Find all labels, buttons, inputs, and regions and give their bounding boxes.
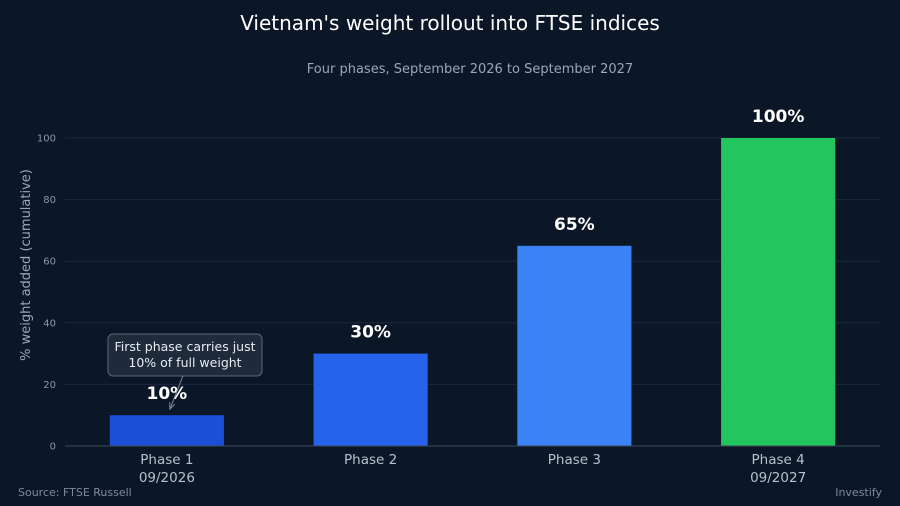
y-axis-label: % weight added (cumulative)	[19, 169, 34, 361]
y-axis-ticks: 0 20 40 60 80 100	[37, 134, 56, 453]
data-label: 100%	[752, 107, 805, 127]
data-label: 10%	[147, 384, 188, 404]
annotation-text: First phase carries just	[114, 339, 255, 354]
chart-title: Vietnam's weight rollout into FTSE indic…	[240, 11, 660, 35]
chart-subtitle: Four phases, September 2026 to September…	[307, 62, 633, 77]
annotation-text: 10% of full weight	[128, 355, 241, 370]
y-tick-label: 60	[43, 257, 56, 268]
x-tick-sublabel: 09/2026	[139, 470, 195, 486]
bar	[109, 415, 224, 446]
data-labels: 10% 30% 65% 100%	[147, 107, 805, 404]
data-label: 65%	[554, 215, 595, 235]
source-note: Source: FTSE Russell	[18, 486, 132, 499]
bar	[313, 353, 428, 446]
y-tick-label: 0	[50, 442, 56, 453]
bar	[517, 245, 632, 446]
y-tick-label: 40	[43, 318, 56, 329]
x-axis-ticks: Phase 1 09/2026 Phase 2 Phase 3 Phase 4 09/20…	[139, 452, 806, 486]
credit-note: Investify	[835, 486, 882, 499]
y-tick-label: 20	[43, 380, 56, 391]
bars	[109, 138, 836, 446]
annotation-arrow	[169, 375, 184, 410]
bar	[721, 138, 836, 446]
annotation-box	[107, 333, 263, 377]
data-label: 30%	[350, 323, 391, 343]
x-tick-sublabel: 09/2027	[750, 470, 806, 486]
x-tick-label: Phase 1	[140, 452, 193, 468]
x-tick-label: Phase 4	[752, 452, 805, 468]
x-tick-label: Phase 2	[344, 452, 397, 468]
y-tick-label: 100	[37, 134, 56, 145]
y-tick-label: 80	[43, 195, 56, 206]
x-tick-label: Phase 3	[548, 452, 601, 468]
annotation-arrowhead	[169, 402, 176, 411]
